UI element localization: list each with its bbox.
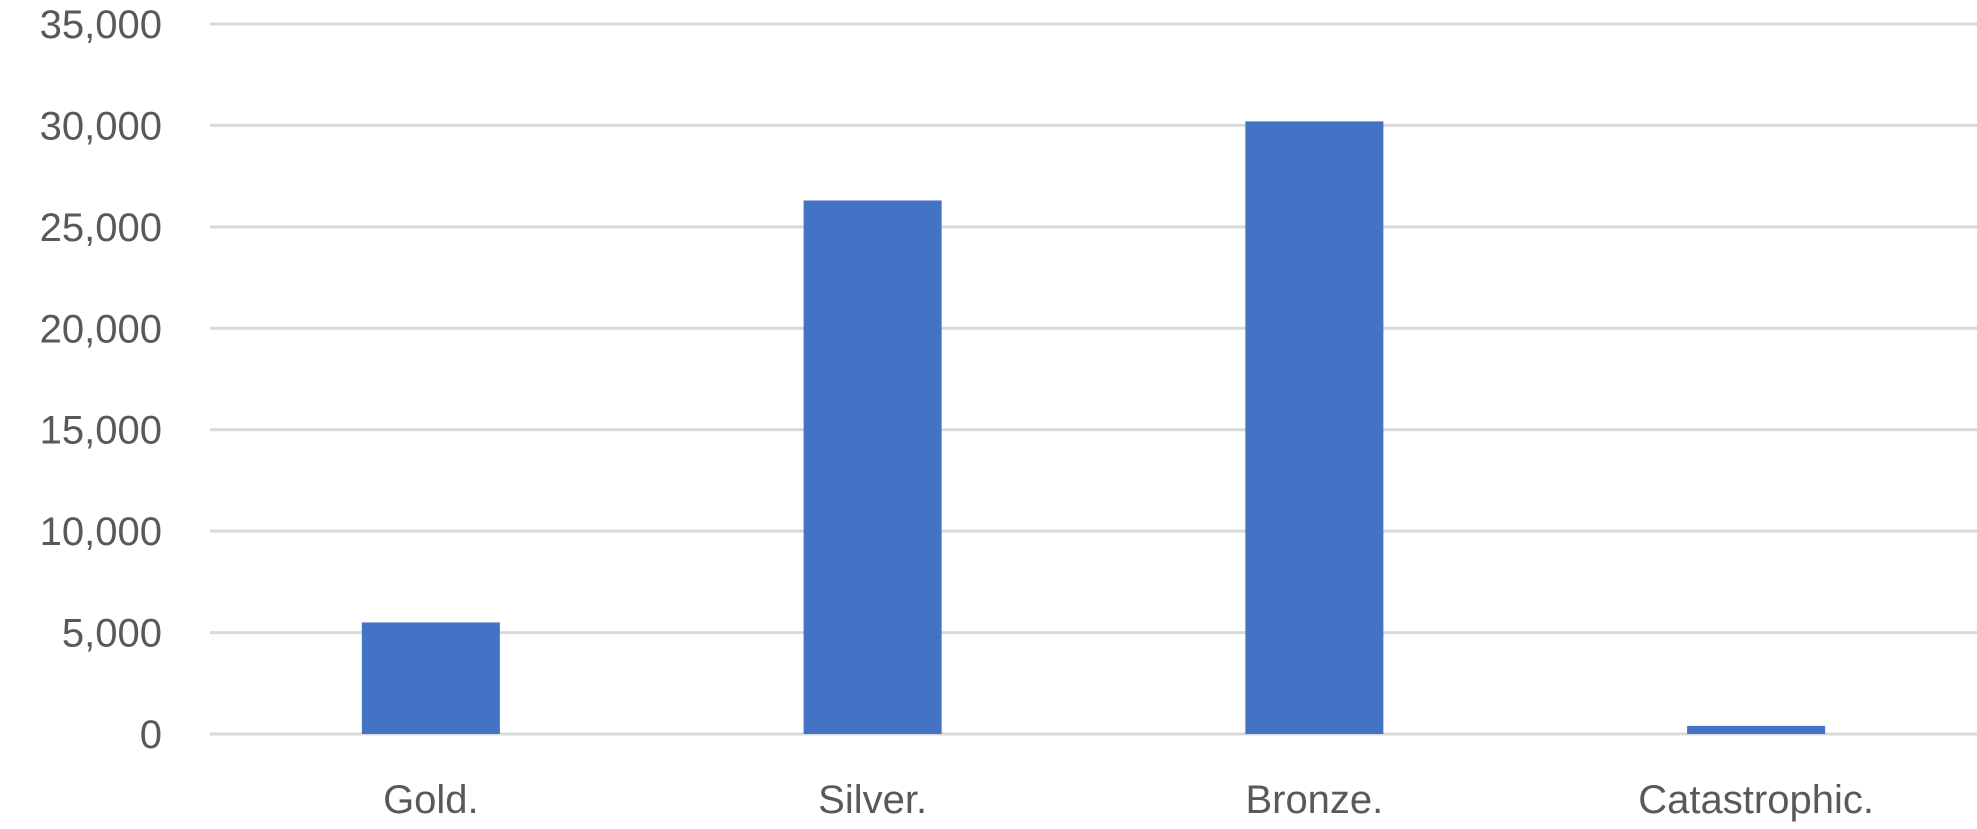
bar-gold: [361, 622, 500, 734]
x-category-label: Catastrophic.: [1638, 778, 1874, 822]
y-tick-label: 25,000: [40, 206, 162, 250]
y-tick-label: 5,000: [62, 612, 162, 656]
bars: [361, 121, 1826, 734]
gridlines: [210, 22, 1977, 736]
y-tick-label: 35,000: [40, 3, 162, 47]
y-tick-label: 0: [140, 713, 162, 757]
y-tick-label: 20,000: [40, 307, 162, 351]
x-category-label: Silver.: [818, 778, 927, 822]
x-category-label: Gold.: [383, 778, 479, 822]
bar-silver: [803, 200, 942, 734]
y-tick-label: 15,000: [40, 409, 162, 453]
y-axis-tick-labels: 0 5,000 10,000 15,000 20,000 25,000 30,000 35,0…: [40, 3, 162, 757]
bar-bronze: [1245, 121, 1384, 734]
x-axis-category-labels: Gold. Silver. Bronze. Catastrophic.: [383, 778, 1874, 822]
y-tick-label: 30,000: [40, 104, 162, 148]
bar-catastrophic: [1687, 725, 1826, 734]
x-category-label: Bronze.: [1245, 778, 1383, 822]
y-tick-label: 10,000: [40, 510, 162, 554]
